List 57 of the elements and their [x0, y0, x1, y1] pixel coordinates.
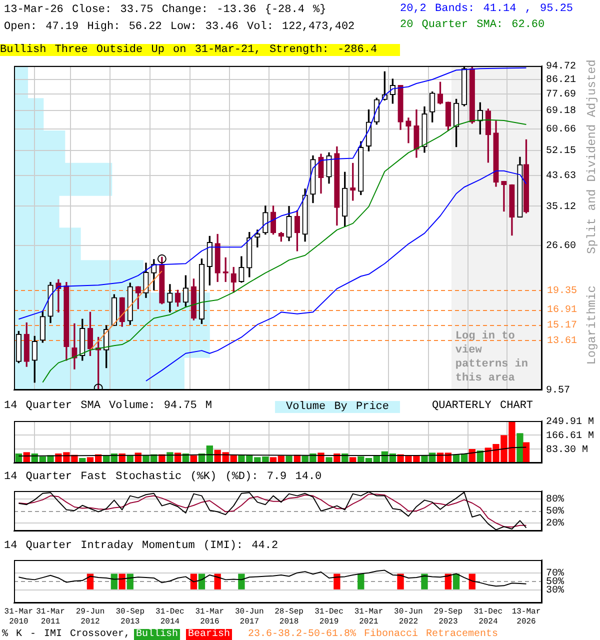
chart-title: 14 Quarter SMA Volume: 94.75 M	[4, 400, 212, 412]
x-tick-label: 30-Jun 2017	[234, 608, 264, 626]
y-tick-label: 80%	[546, 494, 564, 506]
y-tick-label: 77.69	[546, 90, 576, 101]
y-tick-label: 26.60	[546, 241, 576, 252]
chart-title: 14 Quarter Intraday Momentum (IMI): 44.2	[4, 540, 278, 552]
y-tick-label: 43.63	[546, 171, 576, 182]
ref-line-label: 16.91	[547, 305, 578, 316]
y-axis-title: Split and Dividend Adjusted	[585, 60, 600, 254]
text: Bullish	[134, 629, 180, 640]
y-tick-label: 83.30 M	[546, 444, 588, 456]
x-tick-label: 31-Mar 2010	[4, 608, 34, 626]
x-tick-label: 13-Mar 2026	[512, 608, 541, 626]
y-tick-label: 166.61 M	[546, 430, 594, 442]
x-tick-label: 30-Jun 2022	[394, 608, 424, 626]
ref-line-label: 19.35	[547, 286, 578, 298]
y-tick-label: 20%	[546, 518, 564, 530]
legend-title: % K - IMI Crossover,	[2, 629, 130, 640]
ref-line-label: 15.17	[547, 320, 578, 332]
ref-line-label: 13.61	[547, 336, 578, 347]
bar	[522, 442, 530, 463]
x-tick-label: 31-Mar 2021	[354, 608, 384, 626]
x-tick-label: 31-Dec 2019	[314, 608, 344, 626]
text: Volume By Price	[275, 401, 400, 413]
y-tick-label: 35.12	[546, 202, 576, 213]
y-tick-label: 86.21	[546, 74, 576, 86]
x-tick-label: 29-Sep 2023	[434, 608, 463, 626]
y-tick-label: 50%	[546, 506, 564, 518]
y-tick-label: 9.57	[546, 386, 570, 397]
band-label: Log in to view patterns in this area	[455, 330, 528, 384]
y-tick-label: 94.72	[546, 62, 576, 73]
x-tick-label: 29-Jun 2012	[76, 608, 105, 626]
candlestick	[501, 180, 507, 212]
candlestick	[72, 323, 78, 370]
y-tick-label: 249.91 M	[546, 416, 594, 428]
x-tick-label: 31-Dec 2014	[156, 608, 185, 626]
text: 23.6-38.2-50-61.8% Fibonacci Retracements	[248, 629, 498, 640]
candlestick	[406, 118, 412, 144]
text: QUARTERLY CHART	[432, 400, 534, 412]
chart-subtitle: Open: 47.19 High: 56.22 Low: 33.46 Vol: 122,473,402	[4, 21, 355, 33]
y-tick-label: 69.18	[546, 106, 576, 118]
bar	[326, 457, 332, 463]
bar	[516, 433, 524, 463]
x-tick-label: 28-Sep 2018	[274, 608, 304, 626]
text: 20 Quarter SMA: 62.60	[400, 19, 545, 31]
text: 20,2 Bands: 41.14 , 95.25	[400, 3, 574, 15]
chart-title: 14 Quarter Fast Stochastic (%K) (%D): 7.9 14.0	[4, 471, 322, 483]
y-tick-label: 52.15	[546, 146, 576, 157]
text: Bullish Three Outside Up on 31-Mar-21, Strength: -286.4	[0, 44, 400, 56]
y-tick-label: 60.66	[546, 124, 576, 136]
x-tick-label: 31-Mar 2016	[195, 608, 224, 626]
x-tick-label: 30-Sep 2013	[116, 608, 145, 626]
chart-title: 13-Mar-26 Close: 33.75 Change: -13.36 {-28.4 %}	[4, 4, 326, 16]
text: Bearish	[186, 629, 232, 640]
x-tick-label: 31-Mar 2011	[36, 608, 66, 626]
x-tick-label: 31-Dec 2024	[474, 608, 503, 626]
y2-axis-title: Logarithmic	[585, 286, 600, 365]
